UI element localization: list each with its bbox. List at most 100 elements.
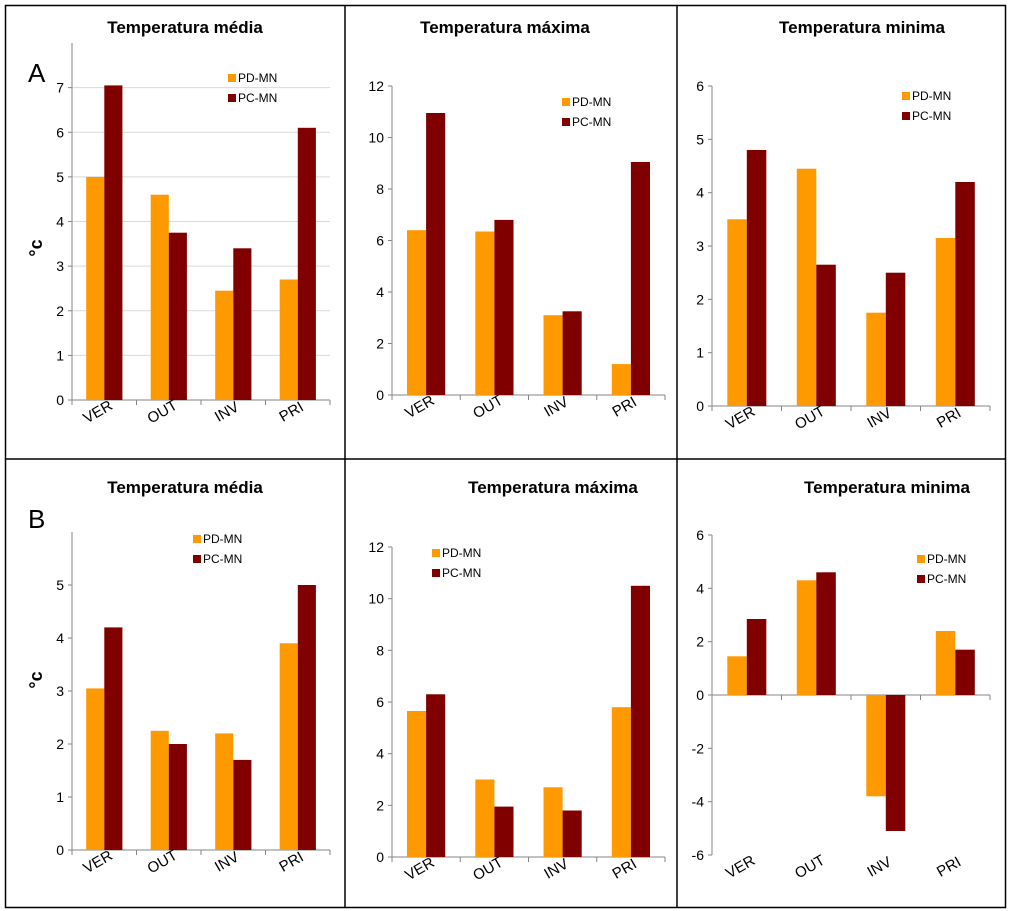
legend-swatch <box>902 112 910 120</box>
legend-label: PD-MN <box>572 95 611 109</box>
bar-pc-mn-ver <box>426 694 446 858</box>
bar-pc-mn-inv <box>233 759 252 850</box>
y-tick-label: 10 <box>368 130 384 146</box>
bar-pd-mn-inv <box>866 312 886 406</box>
bar-pd-mn-pri <box>611 364 631 395</box>
bar-pc-mn-inv <box>885 695 906 831</box>
bar-pd-mn-inv <box>543 315 563 395</box>
outer-frame <box>4 4 1007 909</box>
y-tick-label: 12 <box>368 78 384 94</box>
bar-pd-mn-out <box>150 194 169 400</box>
chart-title: Temperatura média <box>107 478 263 497</box>
bar-pc-mn-out <box>494 806 514 857</box>
legend-swatch <box>432 549 440 557</box>
bar-pd-mn-pri <box>279 643 298 850</box>
y-tick-label: 6 <box>376 694 384 710</box>
legend-label: PD-MN <box>927 552 966 566</box>
y-tick-label: 3 <box>56 258 64 274</box>
bar-pd-mn-inv <box>543 787 563 858</box>
bar-pd-mn-pri <box>279 279 298 400</box>
bar-pd-mn-inv <box>866 695 886 797</box>
y-tick-label: 6 <box>696 78 704 94</box>
y-axis-label-row-b: °c <box>26 671 46 688</box>
bar-pd-mn-out <box>475 231 495 395</box>
y-tick-label: 5 <box>56 169 64 185</box>
legend-swatch <box>432 569 440 577</box>
y-tick-label: -2 <box>692 740 705 756</box>
legend-label: PC-MN <box>927 572 966 586</box>
bar-pd-mn-pri <box>935 238 956 406</box>
legend-label: PC-MN <box>572 115 611 129</box>
y-tick-label: 6 <box>376 233 384 249</box>
y-tick-label: 2 <box>696 291 704 307</box>
y-tick-label: 7 <box>56 80 64 96</box>
legend-label: PC-MN <box>912 109 951 123</box>
bar-pc-mn-out <box>816 572 836 695</box>
panel-letter-b: B <box>28 504 45 534</box>
bar-pd-mn-ver <box>86 688 105 850</box>
y-tick-label: -4 <box>692 794 705 810</box>
bar-pd-mn-ver <box>407 230 427 395</box>
y-tick-label: 2 <box>376 336 384 352</box>
bar-pd-mn-inv <box>215 290 234 400</box>
legend-label: PD-MN <box>203 532 242 546</box>
bar-pc-mn-pri <box>955 649 975 695</box>
bar-pc-mn-inv <box>562 311 582 395</box>
y-tick-label: 2 <box>696 634 704 650</box>
panel-frames <box>4 4 1007 909</box>
legend-swatch <box>193 555 201 563</box>
bar-pc-mn-pri <box>297 127 316 401</box>
chart-title: Temperatura média <box>107 18 263 37</box>
bar-pd-mn-ver <box>407 711 427 857</box>
legend-swatch <box>902 92 910 100</box>
bar-pc-mn-out <box>494 219 514 395</box>
bar-pc-mn-ver <box>746 150 767 406</box>
legend-swatch <box>562 118 570 126</box>
panel-letter-a: A <box>28 58 46 88</box>
bar-pd-mn-pri <box>611 707 631 857</box>
bar-pc-mn-out <box>168 744 187 850</box>
legend-swatch <box>228 94 236 102</box>
y-tick-label: 4 <box>696 580 704 596</box>
bar-pc-mn-ver <box>746 619 767 695</box>
bar-pc-mn-inv <box>562 810 582 857</box>
bar-pd-mn-out <box>796 580 817 695</box>
bar-pd-mn-ver <box>727 219 747 406</box>
bar-pd-mn-pri <box>935 631 956 695</box>
y-tick-label: 1 <box>56 789 64 805</box>
y-tick-label: 6 <box>696 527 704 543</box>
bar-pc-mn-inv <box>885 272 906 406</box>
y-axis-label-row-a: °c <box>26 239 46 256</box>
y-tick-label: 4 <box>376 746 384 762</box>
chart-title: Temperatura minima <box>779 18 946 37</box>
bar-pc-mn-ver <box>104 627 123 850</box>
legend-swatch <box>917 575 925 583</box>
y-tick-label: 0 <box>376 849 384 865</box>
legend-label: PC-MN <box>238 91 277 105</box>
bar-pc-mn-pri <box>630 585 650 858</box>
bar-pc-mn-out <box>168 232 187 400</box>
y-tick-label: 1 <box>56 347 64 363</box>
bar-pc-mn-pri <box>297 585 316 850</box>
y-tick-label: 2 <box>376 797 384 813</box>
bar-pc-mn-ver <box>104 85 123 401</box>
legend-swatch <box>562 98 570 106</box>
legend-swatch <box>193 535 201 543</box>
bar-pc-mn-out <box>816 264 836 406</box>
y-tick-label: 12 <box>368 539 384 555</box>
bar-pc-mn-pri <box>955 182 975 406</box>
bar-pd-mn-inv <box>215 733 234 850</box>
y-tick-label: 4 <box>696 185 704 201</box>
legend-label: PC-MN <box>442 566 481 580</box>
bar-pd-mn-out <box>796 168 817 406</box>
y-tick-label: 3 <box>56 683 64 699</box>
bar-pd-mn-ver <box>727 656 747 695</box>
y-tick-label: 0 <box>376 387 384 403</box>
chart-title: Temperatura máxima <box>420 18 590 37</box>
legend-swatch <box>917 555 925 563</box>
y-tick-label: -6 <box>692 847 705 863</box>
y-tick-label: 2 <box>56 736 64 752</box>
